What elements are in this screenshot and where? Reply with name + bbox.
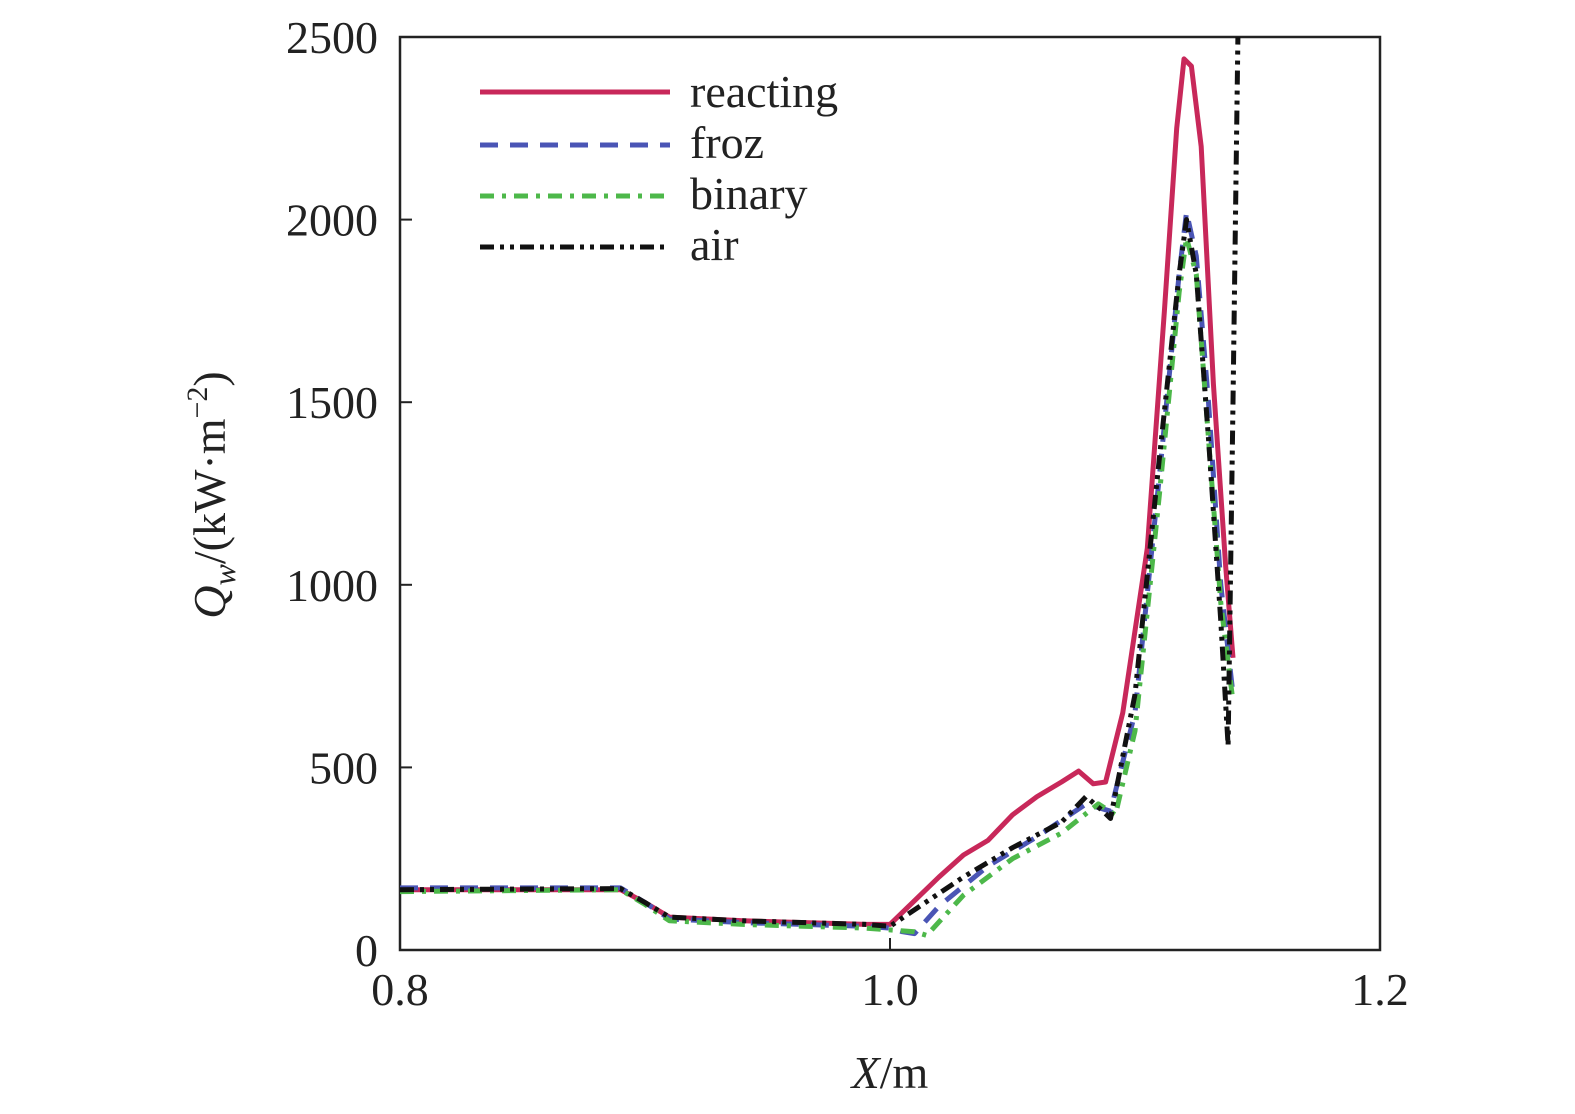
tick-layer: 0 500 1000 1500 2000 2500 0.8 1.0 1.2 <box>286 12 1409 1015</box>
y-axis-label: Qw/(kW·m−2) <box>181 371 242 618</box>
x-tick-label: 1.0 <box>861 964 919 1015</box>
x-axis-unit: /m <box>880 1047 929 1098</box>
legend-label-froz: froz <box>690 117 764 168</box>
series-line-reacting <box>400 56 1236 927</box>
y-tick-label: 500 <box>309 742 378 793</box>
legend-label-reacting: reacting <box>690 66 838 117</box>
y-tick-label: 2000 <box>286 195 378 246</box>
legend: reacting froz binary air <box>480 66 838 270</box>
y-axis-unit-exp: −2 <box>181 387 214 419</box>
x-tick-label: 1.2 <box>1351 964 1409 1015</box>
legend-label-air: air <box>690 219 739 270</box>
y-axis-unit-close: ) <box>184 371 235 386</box>
y-axis-unit: /(kW·m <box>184 418 235 564</box>
series-line-air <box>400 37 1241 929</box>
y-axis-var: Q <box>184 585 235 618</box>
series-line-binary <box>400 235 1236 938</box>
y-tick-label: 1000 <box>286 560 378 611</box>
series-line-froz <box>400 209 1236 937</box>
y-tick-label: 2500 <box>286 12 378 63</box>
y-tick-label: 0 <box>355 925 378 976</box>
x-tick-label: 0.8 <box>371 964 429 1015</box>
legend-label-binary: binary <box>690 168 808 219</box>
y-tick-label: 1500 <box>286 377 378 428</box>
x-axis-var: X <box>850 1047 882 1098</box>
y-axis-var-sub: w <box>206 563 242 585</box>
x-axis-label: X/m <box>850 1047 929 1098</box>
series-layer <box>400 37 1241 938</box>
